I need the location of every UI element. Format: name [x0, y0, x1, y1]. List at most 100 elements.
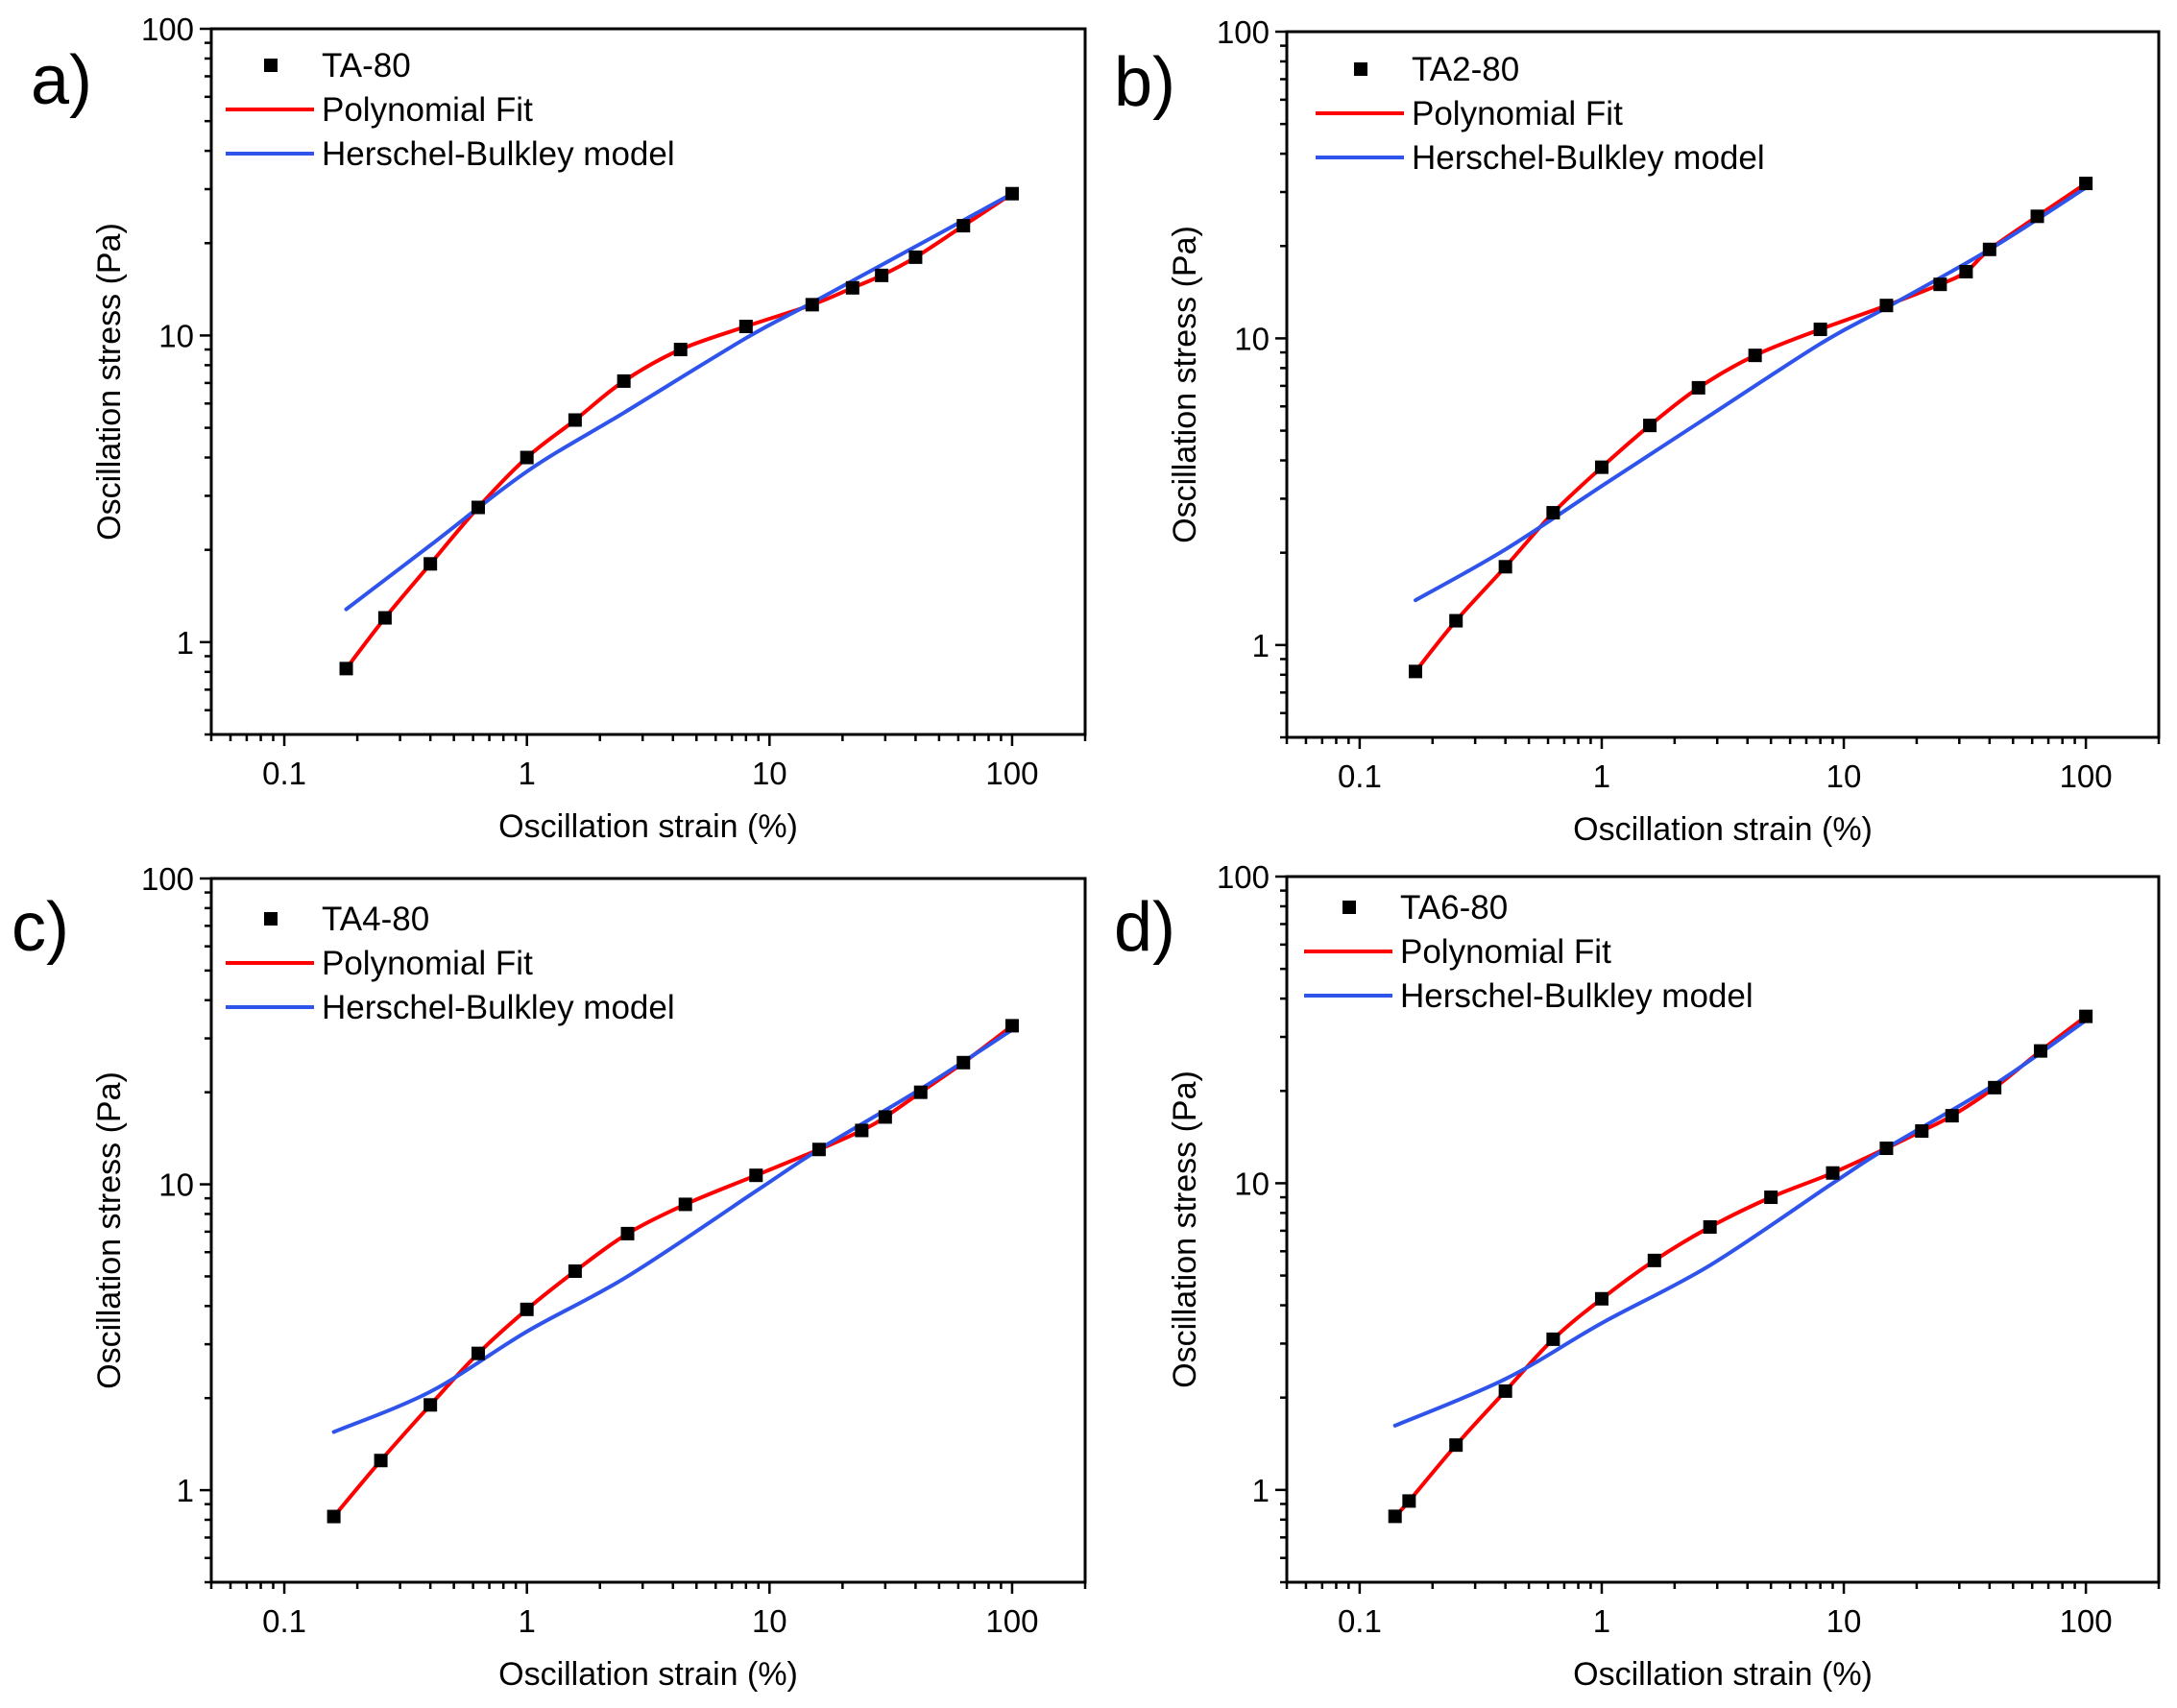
x-tick-label: 100	[985, 756, 1038, 791]
legend-label: Polynomial Fit	[322, 91, 533, 129]
y-tick-label: 10	[1234, 1166, 1270, 1201]
legend-label: Herschel-Bulkley model	[322, 135, 675, 173]
polynomial-fit-line	[1414, 181, 2089, 674]
data-point	[678, 1197, 692, 1212]
data-point	[1594, 1291, 1609, 1306]
data-point	[1945, 1109, 1959, 1123]
legend-label: TA4-80	[322, 901, 429, 938]
polynomial-fit-line	[344, 191, 1014, 671]
data-point	[875, 268, 889, 282]
plot-frame	[209, 877, 1087, 1584]
data-point	[1546, 506, 1560, 520]
x-tick-label: 0.1	[262, 756, 306, 791]
y-tick-label: 100	[1217, 14, 1270, 50]
data-point	[1498, 1383, 1512, 1398]
legend: TA2-80 Polynomial Fit Herschel-Bulkley mod…	[1316, 51, 1765, 177]
panel-label: d)	[1114, 889, 1175, 966]
data-point	[673, 343, 688, 357]
chart-panel-2: b) 0.1 1 10 100 1 10 100 Oscillation strain (%) O…	[1114, 14, 2161, 848]
plot-frame	[209, 27, 1087, 736]
x-tick-label: 1	[1593, 758, 1610, 794]
data-point	[1691, 380, 1705, 395]
data-point	[471, 500, 485, 515]
chart-panel-4: d) 0.1 1 10 100 1 10 100 Oscillation strain (%) O…	[1114, 859, 2161, 1693]
data-point	[1546, 1332, 1560, 1346]
data-point	[2079, 1009, 2093, 1023]
data-point	[620, 1226, 635, 1240]
data-point	[520, 450, 534, 465]
y-tick-label: 1	[1252, 628, 1270, 663]
data-point	[617, 373, 631, 388]
data-point	[811, 1143, 826, 1157]
legend-label: Herschel-Bulkley model	[322, 989, 675, 1026]
herschel-bulkley-line	[1414, 185, 2089, 603]
x-tick-label: 1	[519, 756, 536, 791]
legend: TA6-80 Polynomial Fit Herschel-Bulkley mod…	[1304, 889, 1754, 1015]
y-tick-label: 1	[177, 1473, 194, 1508]
legend-label: Herschel-Bulkley model	[1412, 139, 1765, 177]
data-point	[1408, 664, 1422, 679]
data-point	[878, 1110, 892, 1124]
legend-marker-square	[264, 59, 278, 72]
data-point	[956, 219, 971, 233]
panel-label: b)	[1114, 44, 1175, 121]
legend-marker-square	[264, 912, 278, 926]
legend-marker-square	[1354, 62, 1367, 76]
x-axis-title: Oscillation strain (%)	[498, 808, 798, 845]
x-axis-title: Oscillation strain (%)	[1573, 1656, 1873, 1693]
x-tick-label: 100	[2060, 1603, 2113, 1639]
x-tick-label: 100	[985, 1603, 1038, 1639]
y-tick-label: 10	[158, 1167, 194, 1203]
data-point	[1982, 242, 1996, 256]
y-axis-title: Oscillation stress (Pa)	[1167, 1071, 1203, 1388]
x-tick-label: 10	[1826, 1603, 1862, 1639]
x-tick-label: 100	[2060, 758, 2113, 794]
data-point	[374, 1454, 388, 1468]
x-tick-label: 1	[519, 1603, 536, 1639]
plot-frame	[1285, 875, 2161, 1584]
y-tick-label: 100	[1217, 859, 1270, 895]
data-point	[1402, 1494, 1416, 1508]
polynomial-fit-line	[331, 1023, 1014, 1519]
x-tick-label: 10	[752, 756, 787, 791]
data-point	[1388, 1509, 1402, 1524]
chart-panel-3: c) 0.1 1 10 100 1 10 100 Oscillation strain (%) O…	[12, 861, 1087, 1693]
x-tick-label: 0.1	[262, 1603, 306, 1639]
plot-frame	[1285, 30, 2161, 739]
y-tick-label: 1	[177, 625, 194, 661]
data-point	[855, 1123, 869, 1138]
legend-label: TA6-80	[1400, 889, 1508, 926]
data-point	[1004, 1019, 1019, 1033]
data-point	[2033, 1044, 2047, 1058]
data-point	[956, 1055, 971, 1070]
data-point	[568, 413, 582, 427]
polynomial-fit-line	[1392, 1014, 2089, 1519]
data-point	[1647, 1253, 1661, 1267]
data-point	[471, 1346, 485, 1360]
legend-label: Polynomial Fit	[1400, 933, 1611, 971]
legend-label: TA-80	[322, 47, 411, 84]
legend-label: Herschel-Bulkley model	[1400, 977, 1754, 1015]
legend-marker-square	[1342, 901, 1356, 914]
data-point	[1988, 1080, 2002, 1095]
data-point	[1764, 1191, 1778, 1205]
legend-label: Polynomial Fit	[1412, 95, 1623, 132]
data-point	[1449, 1438, 1463, 1453]
data-point	[1748, 349, 1762, 363]
data-point	[1594, 460, 1609, 474]
herschel-bulkley-line	[331, 1027, 1014, 1434]
data-point	[377, 611, 392, 625]
data-point	[749, 1168, 763, 1183]
legend: TA4-80 Polynomial Fit Herschel-Bulkley mod…	[226, 901, 675, 1026]
x-tick-label: 10	[1826, 758, 1862, 794]
legend-label: Polynomial Fit	[322, 945, 533, 982]
data-point	[2030, 209, 2044, 224]
herschel-bulkley-line	[1392, 1018, 2089, 1428]
x-axis-title: Oscillation strain (%)	[1573, 811, 1873, 848]
y-tick-label: 10	[1234, 321, 1270, 356]
data-point	[520, 1302, 534, 1316]
data-point	[339, 662, 353, 676]
data-point	[738, 320, 753, 334]
legend-label: TA2-80	[1412, 51, 1519, 88]
